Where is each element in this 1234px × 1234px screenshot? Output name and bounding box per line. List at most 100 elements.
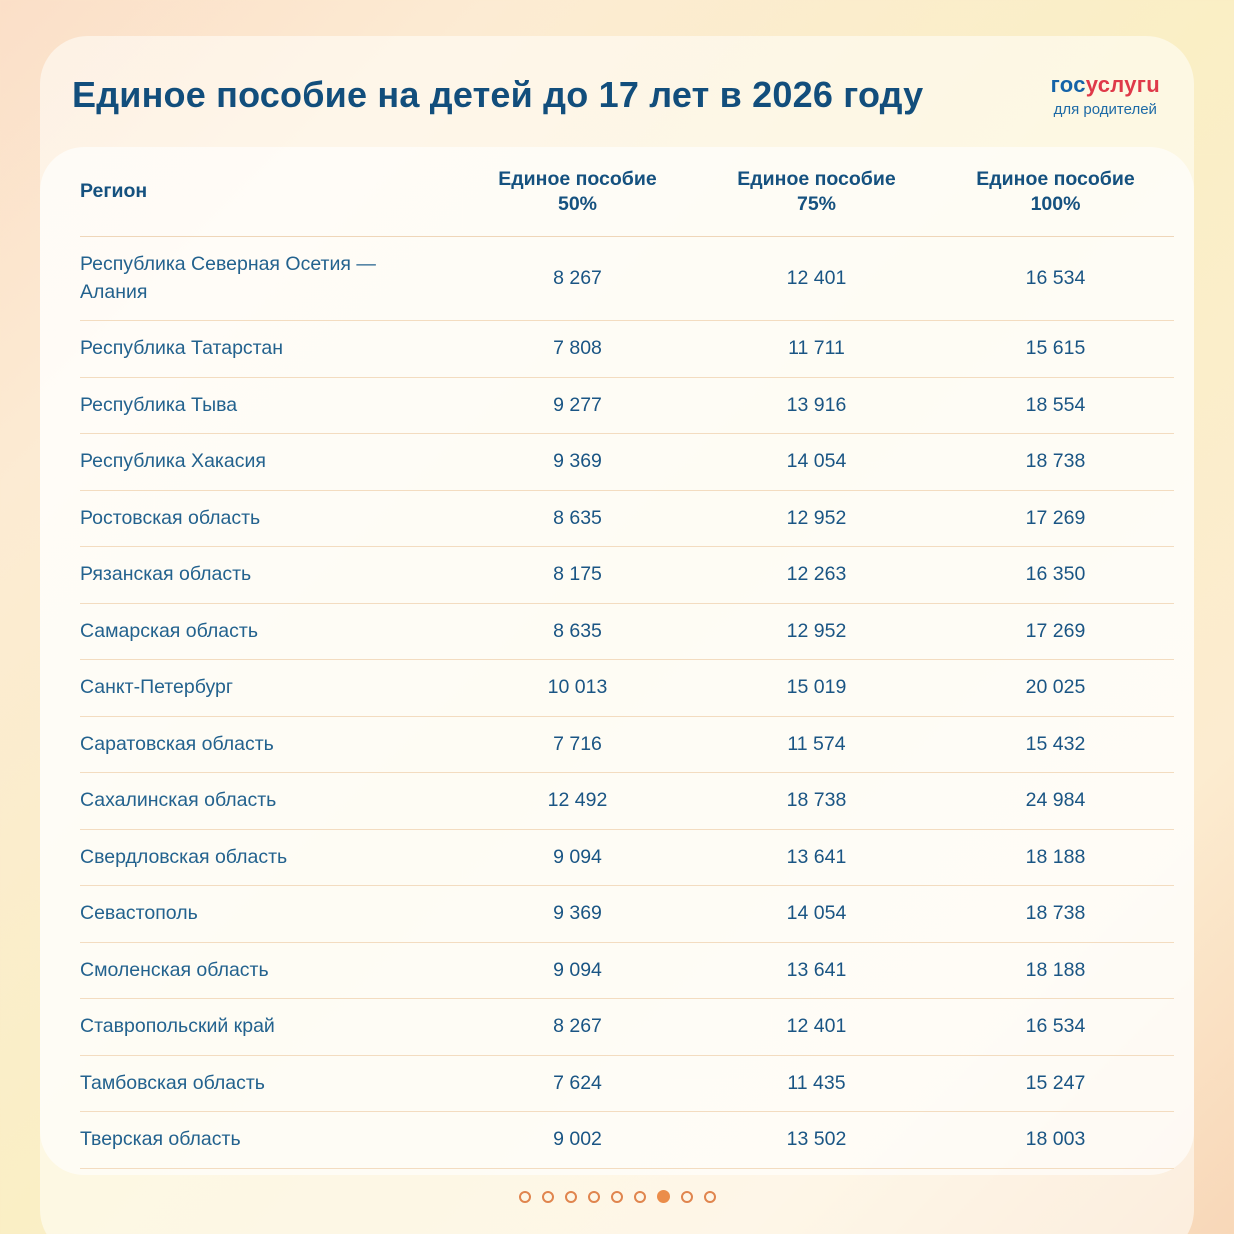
benefit-75-value: 12 401: [786, 266, 847, 289]
table-row: Республика Тыва 9 277 13 916 18 554: [80, 378, 1174, 434]
benefit-100-value: 18 188: [1025, 958, 1086, 981]
column-header-benefit-50: Единое пособие 50%: [498, 167, 657, 215]
region-name: Самарская область: [80, 619, 258, 642]
benefit-75-value: 15 019: [786, 676, 847, 698]
header-band: Единое пособие на детей до 17 лет в 2026…: [40, 36, 1194, 118]
table-row: Самарская область 8 635 12 952 17 269: [80, 604, 1174, 660]
benefit-75-value: 12 952: [786, 506, 847, 529]
table-row: Тверская область 9 002 13 502 18 003: [80, 1112, 1174, 1169]
benefit-75-value: 18 738: [786, 789, 847, 811]
benefit-100-value: 16 534: [1025, 266, 1086, 289]
carousel-dot[interactable]: [610, 1190, 623, 1203]
table-row: Рязанская область 8 175 12 263 16 350: [80, 547, 1174, 604]
table-row: Республика Татарстан 7 808 11 711 15 615: [80, 321, 1174, 378]
benefit-50-value: 8 635: [553, 506, 602, 529]
benefit-50-value: 9 002: [553, 1128, 602, 1150]
region-name: Тверская область: [80, 1128, 241, 1150]
table-row: Смоленская область 9 094 13 641 18 188: [80, 943, 1174, 999]
logo-text-red: услугu: [1085, 72, 1160, 97]
benefit-75-value: 13 641: [786, 958, 847, 981]
table-row: Севастополь 9 369 14 054 18 738: [80, 886, 1174, 943]
benefit-50-value: 9 094: [553, 845, 602, 868]
table-row: Саратовская область 7 716 11 574 15 432: [80, 717, 1174, 773]
table-header-row: Регион Единое пособие 50% Единое пособие…: [80, 147, 1174, 237]
benefit-75-value: 12 952: [786, 619, 847, 642]
carousel-dot[interactable]: [518, 1190, 531, 1203]
column-header-benefit-100: Единое пособие 100%: [976, 167, 1135, 215]
table-row: Республика Хакасия 9 369 14 054 18 738: [80, 434, 1174, 491]
table-row: Санкт-Петербург 10 013 15 019 20 025: [80, 660, 1174, 717]
table-panel: Регион Единое пособие 50% Единое пособие…: [40, 147, 1194, 1175]
benefit-100-value: 17 269: [1025, 619, 1086, 642]
benefit-100-value: 18 738: [1025, 450, 1086, 472]
benefit-50-value: 12 492: [547, 789, 608, 811]
region-name: Санкт-Петербург: [80, 676, 233, 698]
benefit-50-value: 9 277: [553, 393, 602, 416]
region-name: Республика Хакасия: [80, 450, 266, 472]
benefit-50-value: 9 369: [553, 450, 602, 472]
benefit-75-value: 13 502: [786, 1128, 847, 1150]
benefit-75-value: 13 641: [786, 845, 847, 868]
table-row: Ростовская область 8 635 12 952 17 269: [80, 491, 1174, 547]
region-name: Республика Тыва: [80, 393, 238, 416]
region-name: Смоленская область: [80, 958, 269, 981]
benefit-100-value: 18 554: [1025, 393, 1086, 416]
table-row: Сахалинская область 12 492 18 738 24 984: [80, 773, 1174, 830]
logo-tagline: для родителей: [1053, 101, 1157, 118]
benefit-75-value: 11 711: [788, 337, 845, 359]
benefit-100-value: 20 025: [1025, 676, 1086, 698]
benefit-100-value: 15 432: [1025, 732, 1086, 755]
region-name: Республика Северная Осетия — Алания: [80, 253, 376, 303]
benefit-100-value: 15 615: [1025, 337, 1086, 359]
infographic-card: Единое пособие на детей до 17 лет в 2026…: [40, 36, 1194, 1234]
carousel-dot[interactable]: [564, 1190, 577, 1203]
region-name: Ставропольский край: [80, 1015, 275, 1037]
carousel-dot[interactable]: [541, 1190, 554, 1203]
benefit-75-value: 12 401: [786, 1015, 847, 1037]
benefit-75-value: 13 916: [786, 393, 847, 416]
carousel-dot[interactable]: [703, 1190, 716, 1203]
benefit-50-value: 9 094: [553, 958, 602, 981]
benefit-50-value: 10 013: [547, 676, 608, 698]
benefit-75-value: 12 263: [786, 563, 847, 585]
carousel-dot[interactable]: [680, 1190, 693, 1203]
benefit-100-value: 16 534: [1025, 1015, 1086, 1037]
table-row: Тамбовская область 7 624 11 435 15 247: [80, 1056, 1174, 1112]
region-name: Севастополь: [80, 902, 198, 924]
benefit-100-value: 18 738: [1025, 902, 1086, 924]
benefit-50-value: 7 624: [553, 1071, 602, 1094]
carousel-dot[interactable]: [633, 1190, 646, 1203]
column-header-benefit-75: Единое пособие 75%: [737, 167, 896, 215]
benefit-50-value: 8 267: [553, 1015, 602, 1037]
benefit-50-value: 7 808: [553, 337, 602, 359]
table-row: Свердловская область 9 094 13 641 18 188: [80, 830, 1174, 886]
carousel-dot[interactable]: [587, 1190, 600, 1203]
benefit-75-value: 11 435: [787, 1071, 846, 1094]
table-row: Ставропольский край 8 267 12 401 16 534: [80, 999, 1174, 1056]
carousel-dot-active[interactable]: [656, 1190, 670, 1203]
region-name: Саратовская область: [80, 732, 274, 755]
benefit-50-value: 9 369: [553, 902, 602, 924]
region-name: Сахалинская область: [80, 789, 277, 811]
benefit-50-value: 7 716: [553, 732, 602, 755]
benefit-100-value: 18 003: [1025, 1128, 1086, 1150]
column-header-region: Регион: [80, 180, 148, 202]
page-title: Единое пособие на детей до 17 лет в 2026…: [72, 74, 924, 115]
gosuslugi-logo: госуслугu для родителей: [1051, 70, 1160, 118]
benefit-100-value: 16 350: [1025, 563, 1086, 585]
table-body: Республика Северная Осетия — Алания 8 26…: [80, 237, 1174, 1169]
carousel-pagination: [40, 1190, 1194, 1203]
benefit-50-value: 8 175: [553, 563, 602, 585]
table-row: Республика Северная Осетия — Алания 8 26…: [80, 237, 1174, 321]
benefit-50-value: 8 267: [553, 266, 602, 289]
benefit-100-value: 18 188: [1025, 845, 1086, 868]
region-name: Свердловская область: [80, 845, 288, 868]
logo-text-blue: гос: [1050, 72, 1086, 97]
benefit-75-value: 11 574: [787, 732, 846, 755]
region-name: Ростовская область: [80, 506, 261, 529]
region-name: Тамбовская область: [80, 1071, 265, 1094]
benefit-75-value: 14 054: [786, 450, 847, 472]
region-name: Рязанская область: [80, 563, 252, 585]
benefit-75-value: 14 054: [786, 902, 847, 924]
gosuslugi-wordmark: госуслугu: [1051, 72, 1160, 98]
